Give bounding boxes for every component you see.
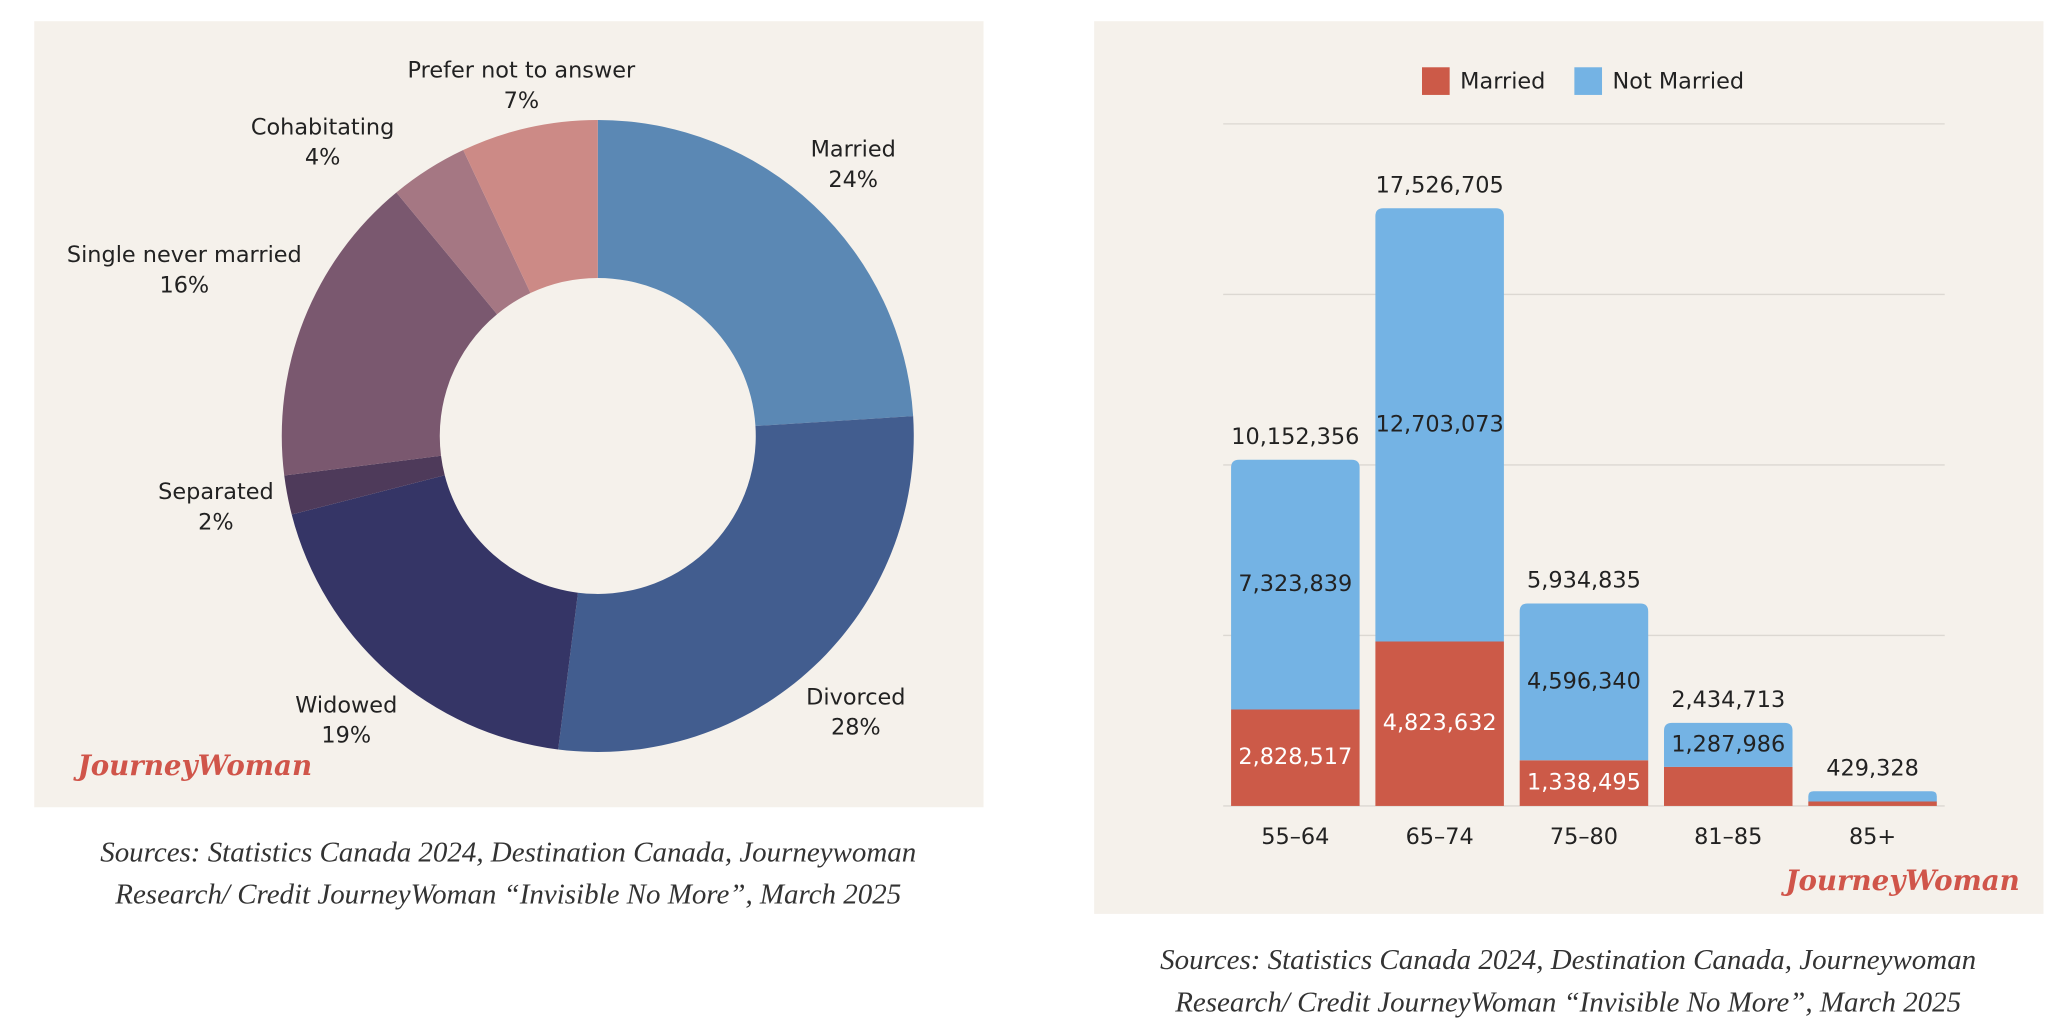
source: Research/ Credit JourneyWoman “Invisible… [1174,986,1961,1018]
bar-total-label: 10,152,356 [1231,424,1359,450]
bar-total-label: 2,434,713 [1671,687,1785,713]
logo: JourneyWoman [73,749,312,782]
bar-value-label: 1,287,986 [1671,731,1785,757]
source: Sources: Statistics Canada 2024, Destina… [100,836,916,868]
slice-value: 2% [198,509,233,535]
bar-total-label: 5,934,835 [1527,568,1641,594]
legend-label: Not Married [1613,68,1745,94]
x-tick-label: 75–80 [1550,824,1618,850]
donut-slice [291,475,578,750]
legend-label: Married [1460,68,1545,94]
x-tick-label: 85+ [1849,824,1896,850]
source: Sources: Statistics Canada 2024, Destina… [1160,944,1976,976]
slice-value: 4% [305,145,341,171]
bar-segment [1231,709,1360,806]
bar-segment [1664,766,1793,806]
donut-slice [597,119,914,427]
donut-slice [558,416,914,752]
bar-value-label: 2,828,517 [1238,744,1352,770]
slice-label: Married [811,137,896,163]
slice-value: 28% [831,715,881,741]
x-tick-label: 65–74 [1406,824,1474,850]
legend-swatch [1574,67,1603,95]
slice-value: 7% [504,88,540,114]
bar-segment [1375,208,1504,642]
slice-label: Separated [158,479,274,505]
x-tick-label: 81–85 [1694,824,1762,850]
slice-value: 24% [828,167,878,193]
slice-value: 16% [159,272,209,298]
bar-segment [1808,791,1937,802]
donut-slice [396,150,531,315]
source: Research/ Credit JourneyWoman “Invisible… [114,878,901,910]
logo: JourneyWoman [1780,864,2019,897]
bar-value-label: 4,823,632 [1383,710,1497,736]
bar-total-label: 17,526,705 [1376,172,1504,198]
bar-segment [1231,459,1360,710]
bar-value-label: 4,596,340 [1527,668,1641,694]
x-tick-label: 55–64 [1261,824,1329,850]
donut-slice [463,119,598,293]
bar-value-label: 1,338,495 [1527,770,1641,796]
slice-label: Single never married [67,242,302,268]
slice-label: Divorced [806,684,905,710]
bar-segment [1375,641,1504,806]
bar-segment [1664,722,1793,767]
donut-slice [284,455,445,515]
slice-value: 19% [321,723,371,749]
slice-label: Widowed [295,692,397,718]
bar-total-label: 429,328 [1826,755,1919,781]
bar-segment [1519,760,1649,806]
donut-slice [281,192,498,476]
bar-value-label: 7,323,839 [1238,571,1352,597]
bar-segment [1808,801,1937,806]
legend-swatch [1422,67,1450,95]
slice-label: Cohabitating [251,114,394,140]
bar-value-label: 12,703,073 [1376,411,1504,437]
bar-segment [1519,603,1649,761]
slice-label: Prefer not to answer [408,58,636,84]
